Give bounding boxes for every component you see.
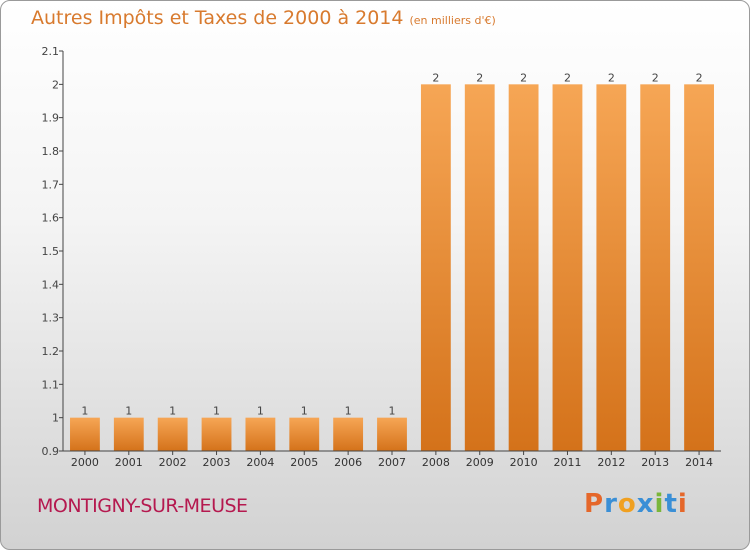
logo-letter: x [636, 489, 655, 519]
y-tick-label: 1.3 [42, 312, 60, 325]
y-tick-label: 1.7 [42, 178, 60, 191]
bars: 1 1 1 1 1 1 1 1 2 2 2 2 2 2 2 [70, 71, 714, 451]
data-label: 2 [696, 71, 703, 84]
logo-letter: o [617, 489, 637, 519]
x-axis: 2000 2001 2002 2003 2004 2005 2006 2007 2008 2009… [63, 450, 721, 469]
logo-letter: P [584, 489, 605, 519]
bar-2006 [333, 417, 364, 451]
y-axis: 0.9 1 1.1 1.2 1.3 1.4 1.5 1.6 1.7 1.8 1.9 2 2.1 [42, 45, 64, 458]
x-tick-label: 2003 [203, 456, 231, 469]
place-name: MONTIGNY-SUR-MEUSE [37, 495, 248, 517]
proxiti-logo[interactable]: Proxiti [584, 489, 688, 519]
x-tick-label: 2008 [422, 456, 450, 469]
chart-subtitle: (en milliers d'€) [409, 14, 496, 27]
x-tick-label: 2012 [597, 456, 625, 469]
logo-letter: t [664, 489, 678, 519]
bar-2000 [70, 417, 100, 451]
bar-2014 [684, 84, 714, 451]
x-tick-label: 2009 [466, 456, 494, 469]
y-tick-label: 1.2 [42, 345, 60, 358]
y-tick-label: 1 [52, 412, 59, 425]
y-tick-label: 1.4 [42, 278, 60, 291]
y-tick-label: 2.1 [42, 45, 60, 58]
x-tick-label: 2006 [334, 456, 362, 469]
data-label: 1 [389, 405, 396, 418]
data-label: 1 [125, 405, 132, 418]
y-tick-label: 1.6 [42, 212, 60, 225]
y-tick-label: 1.1 [42, 378, 60, 391]
y-tick-label: 1.9 [42, 112, 60, 125]
data-label: 2 [432, 71, 439, 84]
data-label: 1 [213, 405, 220, 418]
logo-letter: r [604, 489, 618, 519]
data-label: 2 [520, 71, 527, 84]
bar-2001 [113, 417, 144, 451]
bar-2005 [289, 417, 320, 451]
data-label: 2 [652, 71, 659, 84]
data-label: 1 [81, 405, 88, 418]
x-tick-label: 2004 [246, 456, 274, 469]
bar-2007 [377, 417, 407, 451]
bar-2003 [201, 417, 232, 451]
y-tick-label: 1.5 [42, 245, 60, 258]
x-tick-label: 2014 [685, 456, 713, 469]
bar-2011 [552, 84, 583, 451]
chart-title-main: Autres Impôts et Taxes de 2000 à 2014 [31, 7, 404, 29]
bar-2008 [420, 84, 451, 451]
bar-2002 [157, 417, 188, 451]
data-label: 1 [169, 405, 176, 418]
data-label: 2 [564, 71, 571, 84]
data-label: 1 [345, 405, 352, 418]
logo-letter: i [654, 489, 665, 519]
bar-2004 [245, 417, 276, 451]
data-label: 2 [476, 71, 483, 84]
x-tick-label: 2001 [115, 456, 143, 469]
data-label: 2 [608, 71, 615, 84]
data-label: 1 [257, 405, 264, 418]
y-tick-label: 0.9 [42, 445, 60, 458]
bar-2009 [464, 84, 495, 451]
x-tick-label: 2007 [378, 456, 406, 469]
x-tick-label: 2011 [553, 456, 581, 469]
x-tick-label: 2005 [290, 456, 318, 469]
y-tick-label: 2 [52, 78, 59, 91]
data-label: 1 [301, 405, 308, 418]
x-tick-label: 2010 [510, 456, 538, 469]
chart-title: Autres Impôts et Taxes de 2000 à 2014 (en… [31, 7, 496, 29]
y-tick-label: 1.8 [42, 145, 60, 158]
x-tick-label: 2000 [71, 456, 99, 469]
x-tick-label: 2002 [159, 456, 187, 469]
bar-2010 [508, 84, 539, 451]
bar-2013 [640, 84, 671, 451]
logo-letter: i [677, 489, 688, 519]
bar-2012 [596, 84, 627, 451]
x-tick-label: 2013 [641, 456, 669, 469]
